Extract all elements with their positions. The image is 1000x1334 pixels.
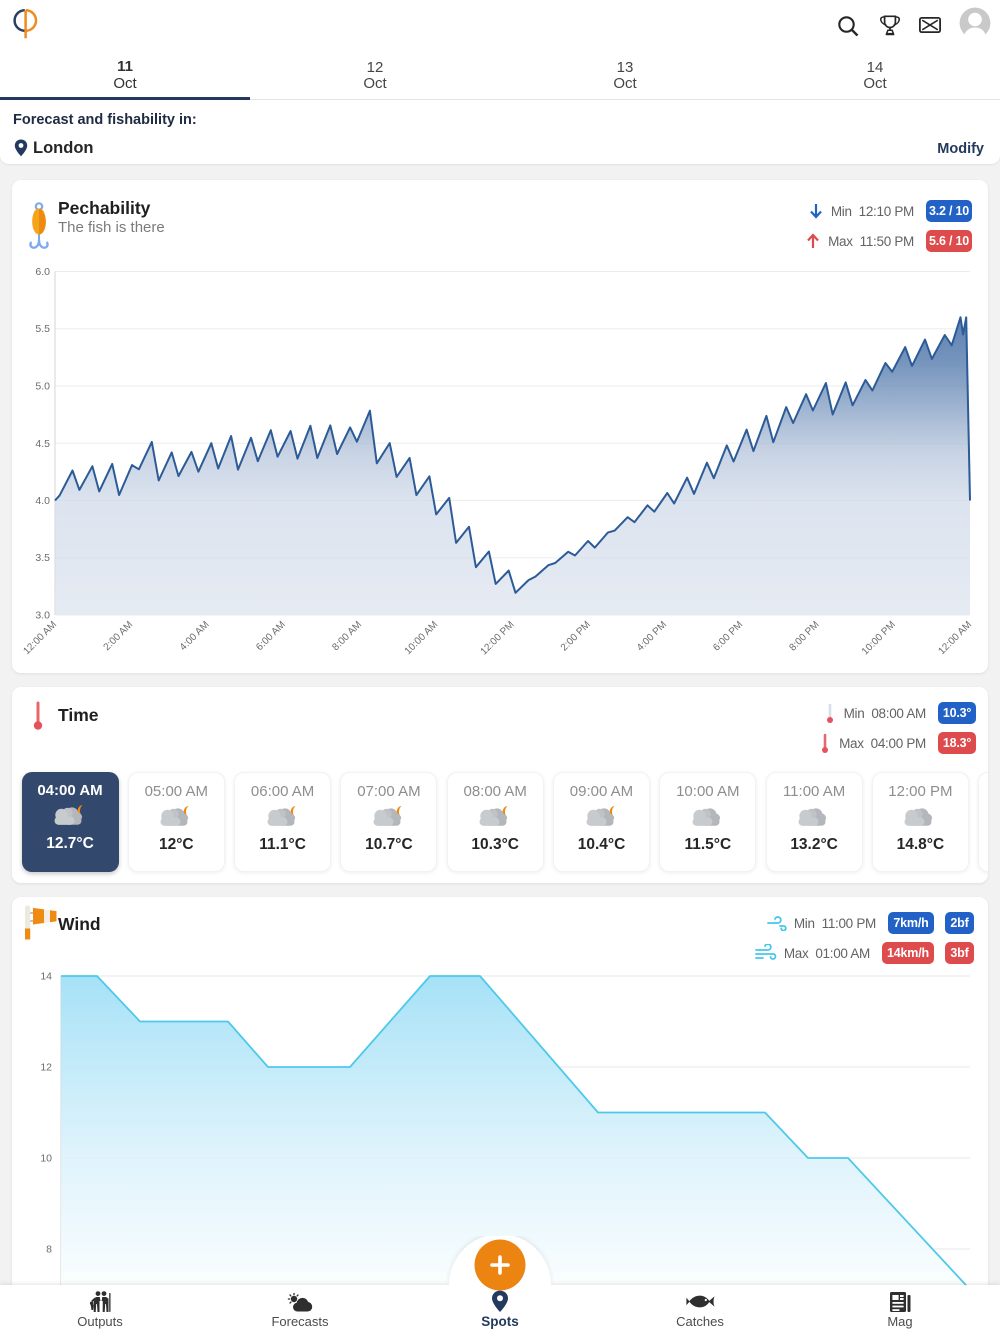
svg-text:3.5: 3.5 — [35, 552, 50, 564]
svg-text:4.5: 4.5 — [35, 438, 50, 450]
svg-text:6.0: 6.0 — [35, 266, 50, 278]
svg-text:12:00 PM: 12:00 PM — [479, 619, 517, 657]
svg-text:8:00 AM: 8:00 AM — [330, 619, 364, 653]
svg-text:8:00 PM: 8:00 PM — [788, 619, 822, 653]
svg-text:3.0: 3.0 — [35, 610, 50, 622]
svg-text:4.0: 4.0 — [35, 495, 50, 507]
svg-text:2:00 PM: 2:00 PM — [559, 619, 593, 653]
svg-text:5.5: 5.5 — [35, 323, 50, 335]
svg-text:6:00 PM: 6:00 PM — [711, 619, 745, 653]
svg-text:5.0: 5.0 — [35, 381, 50, 393]
svg-text:10:00 AM: 10:00 AM — [403, 619, 441, 657]
svg-text:10: 10 — [40, 1153, 52, 1165]
svg-text:4:00 AM: 4:00 AM — [178, 619, 212, 653]
svg-text:6:00 AM: 6:00 AM — [254, 619, 288, 653]
svg-text:10:00 PM: 10:00 PM — [860, 619, 898, 657]
svg-text:12:00 AM: 12:00 AM — [21, 619, 59, 657]
svg-text:8: 8 — [46, 1244, 52, 1256]
svg-text:14: 14 — [40, 971, 52, 983]
svg-text:4:00 PM: 4:00 PM — [635, 619, 669, 653]
svg-text:12: 12 — [40, 1062, 52, 1074]
svg-text:12:00 AM: 12:00 AM — [936, 619, 974, 657]
svg-text:2:00 AM: 2:00 AM — [102, 619, 136, 653]
